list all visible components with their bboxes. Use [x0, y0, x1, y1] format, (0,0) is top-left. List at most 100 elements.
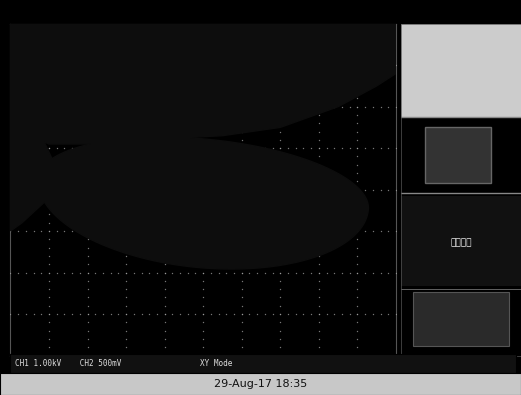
- Point: [292, 145, 300, 151]
- Point: [384, 269, 392, 276]
- Point: [315, 211, 323, 218]
- Point: [315, 261, 323, 267]
- Point: [199, 145, 207, 151]
- Point: [168, 186, 177, 193]
- Text: 29-Aug-17 18:35: 29-Aug-17 18:35: [214, 379, 307, 389]
- Point: [238, 228, 246, 234]
- Point: [176, 269, 184, 276]
- Point: [6, 186, 15, 193]
- Point: [6, 228, 15, 234]
- Point: [307, 145, 315, 151]
- Point: [222, 145, 230, 151]
- Point: [160, 211, 169, 218]
- Point: [83, 45, 92, 52]
- Point: [268, 269, 277, 276]
- Point: [53, 145, 61, 151]
- Point: [199, 352, 207, 359]
- Point: [68, 228, 76, 234]
- Point: [322, 103, 331, 110]
- Point: [168, 228, 177, 234]
- Point: [284, 103, 292, 110]
- Point: [353, 311, 362, 317]
- Point: [199, 286, 207, 292]
- Point: [199, 220, 207, 226]
- Point: [122, 245, 130, 251]
- Point: [122, 29, 130, 35]
- Point: [83, 344, 92, 350]
- Point: [315, 336, 323, 342]
- Point: [53, 269, 61, 276]
- Point: [353, 128, 362, 135]
- Point: [222, 186, 230, 193]
- Point: [238, 311, 246, 317]
- Point: [384, 311, 392, 317]
- Point: [45, 303, 53, 309]
- Point: [199, 245, 207, 251]
- Point: [106, 186, 115, 193]
- Point: [207, 186, 215, 193]
- Point: [315, 103, 323, 110]
- Point: [199, 203, 207, 209]
- Point: [29, 62, 38, 68]
- Point: [199, 120, 207, 126]
- Point: [160, 269, 169, 276]
- Text: CH1 1.00kV    CH2 500mV                 XY Mode: CH1 1.00kV CH2 500mV XY Mode: [16, 359, 233, 368]
- Point: [353, 145, 362, 151]
- Point: [238, 278, 246, 284]
- Point: [268, 228, 277, 234]
- Point: [276, 45, 284, 52]
- Point: [22, 228, 30, 234]
- Point: [45, 45, 53, 52]
- Point: [299, 145, 307, 151]
- Point: [22, 62, 30, 68]
- Point: [245, 269, 254, 276]
- Point: [276, 37, 284, 43]
- Point: [106, 228, 115, 234]
- Point: [138, 186, 146, 193]
- Point: [361, 269, 369, 276]
- Point: [199, 236, 207, 243]
- Point: [268, 311, 277, 317]
- Point: [130, 62, 138, 68]
- Point: [76, 145, 84, 151]
- Point: [45, 29, 53, 35]
- Point: [153, 103, 161, 110]
- Point: [83, 145, 92, 151]
- Point: [14, 186, 22, 193]
- Point: [76, 62, 84, 68]
- Point: [160, 162, 169, 168]
- Point: [53, 311, 61, 317]
- Point: [238, 352, 246, 359]
- Point: [199, 103, 207, 110]
- Point: [315, 145, 323, 151]
- Point: [245, 228, 254, 234]
- Point: [238, 37, 246, 43]
- Point: [168, 145, 177, 151]
- Point: [160, 120, 169, 126]
- Point: [14, 311, 22, 317]
- Point: [315, 178, 323, 184]
- Point: [153, 311, 161, 317]
- Point: [160, 269, 169, 276]
- Point: [83, 87, 92, 93]
- Point: [299, 269, 307, 276]
- Point: [122, 186, 130, 193]
- Point: [53, 186, 61, 193]
- Point: [315, 303, 323, 309]
- Point: [45, 311, 53, 317]
- Point: [230, 311, 238, 317]
- Point: [315, 220, 323, 226]
- Point: [122, 54, 130, 60]
- Point: [122, 352, 130, 359]
- Point: [122, 79, 130, 85]
- Point: [238, 344, 246, 350]
- Point: [122, 269, 130, 276]
- Point: [45, 95, 53, 102]
- Point: [83, 311, 92, 317]
- Point: [238, 220, 246, 226]
- Point: [99, 311, 107, 317]
- Point: [160, 195, 169, 201]
- Point: [315, 70, 323, 77]
- Point: [238, 253, 246, 259]
- Point: [122, 112, 130, 118]
